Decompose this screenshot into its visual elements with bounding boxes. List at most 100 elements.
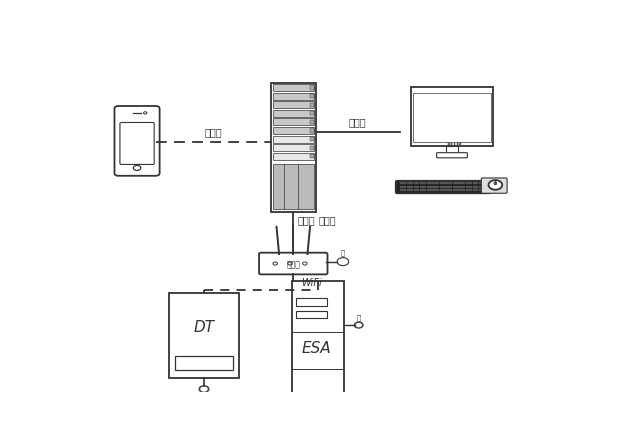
Text: 噎: 噎 (356, 314, 361, 321)
Bar (460, 143, 461, 145)
Bar (479, 183, 485, 184)
Bar (413, 186, 419, 187)
Circle shape (143, 112, 147, 114)
FancyBboxPatch shape (481, 178, 507, 193)
Text: 互联网: 互联网 (205, 127, 222, 137)
Bar (273, 153, 314, 160)
Bar (401, 189, 406, 191)
Bar (466, 189, 472, 191)
Bar (175, 356, 233, 370)
Bar (433, 186, 439, 187)
Bar (472, 183, 479, 184)
Bar (456, 143, 458, 145)
Circle shape (199, 386, 209, 392)
Bar (273, 118, 314, 125)
Bar (454, 143, 455, 145)
FancyBboxPatch shape (115, 106, 159, 176)
Bar (486, 183, 492, 184)
FancyBboxPatch shape (396, 181, 490, 193)
Bar (420, 186, 426, 187)
Bar (466, 186, 472, 187)
Bar (401, 186, 406, 187)
Bar (460, 186, 465, 187)
Bar (407, 183, 413, 184)
Bar (273, 136, 314, 143)
Text: 互联网: 互联网 (349, 117, 366, 127)
Bar (472, 186, 479, 187)
FancyBboxPatch shape (120, 122, 154, 165)
Bar (433, 183, 439, 184)
Bar (310, 111, 314, 115)
Text: 服务器: 服务器 (318, 216, 336, 225)
Text: 噎: 噎 (341, 250, 345, 257)
Bar (273, 144, 314, 151)
Bar (310, 146, 314, 150)
Circle shape (201, 387, 207, 391)
Bar (446, 146, 458, 154)
Bar (446, 186, 452, 187)
Bar (460, 189, 465, 191)
Bar (440, 183, 445, 184)
Bar (479, 186, 485, 187)
Bar (169, 293, 239, 378)
Bar (433, 189, 439, 191)
Bar (407, 189, 413, 191)
Ellipse shape (488, 180, 502, 190)
Bar (440, 186, 445, 187)
Bar (420, 189, 426, 191)
Bar (411, 87, 493, 146)
Bar (310, 128, 314, 132)
Bar (310, 94, 314, 98)
Text: 互联网: 互联网 (297, 215, 315, 225)
Bar (453, 183, 459, 184)
Circle shape (356, 323, 362, 327)
Bar (273, 84, 314, 91)
Circle shape (133, 165, 141, 170)
Bar (401, 183, 406, 184)
Bar (292, 282, 344, 393)
Bar (413, 189, 419, 191)
Bar (296, 311, 328, 319)
Circle shape (273, 262, 278, 265)
Bar (479, 189, 485, 191)
Bar (427, 183, 433, 184)
Bar (413, 183, 419, 184)
Bar (427, 186, 433, 187)
Bar (310, 103, 314, 107)
Circle shape (303, 262, 307, 265)
Bar (413, 93, 491, 142)
Bar (273, 165, 314, 209)
Bar (460, 183, 465, 184)
Bar (466, 183, 472, 184)
Bar (273, 93, 314, 99)
Text: 路由器: 路由器 (286, 260, 300, 269)
Bar (273, 110, 314, 117)
Bar (448, 143, 449, 145)
Bar (453, 186, 459, 187)
Bar (296, 298, 328, 306)
Bar (310, 154, 314, 158)
Bar (440, 189, 445, 191)
Circle shape (337, 258, 349, 266)
Bar (446, 183, 452, 184)
Bar (407, 186, 413, 187)
Text: ESA: ESA (301, 341, 331, 356)
Bar (486, 189, 492, 191)
Circle shape (355, 322, 363, 328)
Bar (420, 183, 426, 184)
Bar (271, 83, 316, 212)
Circle shape (288, 262, 292, 265)
Bar (310, 120, 314, 124)
Bar (273, 101, 314, 108)
Bar (453, 189, 459, 191)
Bar (486, 186, 492, 187)
Text: WiFi: WiFi (301, 278, 321, 288)
Text: DT: DT (193, 320, 214, 335)
Bar (427, 189, 433, 191)
FancyBboxPatch shape (436, 153, 467, 158)
Bar (310, 137, 314, 141)
Bar (446, 189, 452, 191)
Bar (273, 127, 314, 134)
Bar (310, 85, 314, 90)
Bar (451, 143, 452, 145)
